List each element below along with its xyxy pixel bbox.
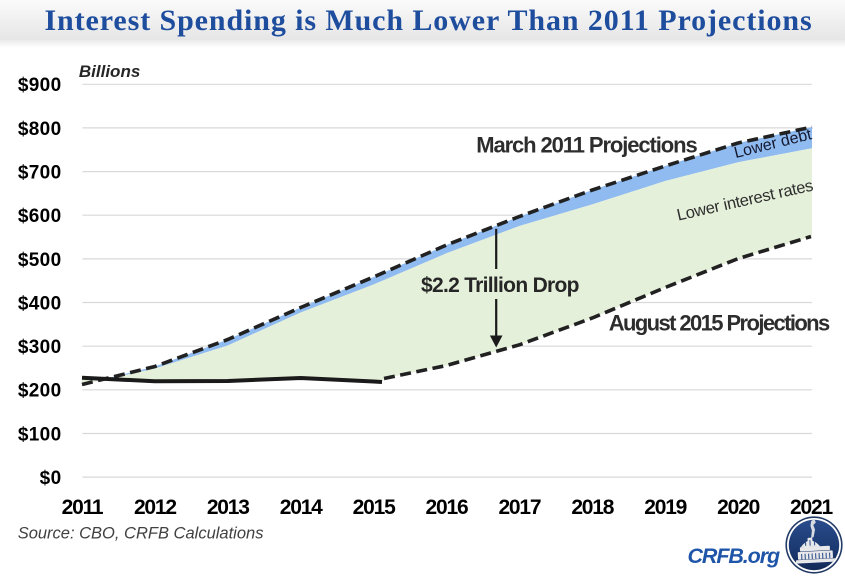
svg-text:$800: $800 [18, 119, 62, 140]
svg-text:$2.2 Trillion Drop: $2.2 Trillion Drop [421, 274, 579, 297]
svg-text:2015: 2015 [353, 496, 396, 519]
svg-text:2014: 2014 [280, 496, 323, 519]
svg-text:$400: $400 [18, 293, 62, 314]
svg-text:$100: $100 [18, 424, 62, 445]
svg-text:August 2015 Projections: August 2015 Projections [609, 311, 830, 336]
svg-text:Source: CBO, CRFB Calculations: Source: CBO, CRFB Calculations [18, 524, 264, 542]
svg-text:2016: 2016 [426, 496, 468, 519]
svg-text:March 2011 Projections: March 2011 Projections [476, 132, 697, 157]
svg-text:$500: $500 [18, 250, 62, 271]
svg-text:2018: 2018 [571, 496, 614, 519]
svg-text:2011: 2011 [62, 496, 104, 519]
svg-text:2019: 2019 [644, 496, 686, 519]
svg-text:Billions: Billions [79, 62, 140, 81]
svg-text:2012: 2012 [134, 496, 176, 519]
svg-text:$200: $200 [18, 381, 62, 402]
svg-text:2017: 2017 [498, 496, 540, 519]
svg-text:$300: $300 [18, 337, 62, 358]
svg-text:2021: 2021 [790, 496, 833, 519]
svg-text:$600: $600 [18, 206, 62, 227]
svg-text:2020: 2020 [717, 496, 759, 519]
svg-text:2013: 2013 [207, 496, 249, 519]
svg-text:$0: $0 [40, 468, 62, 489]
svg-text:CRFB.org: CRFB.org [687, 544, 779, 568]
svg-text:$700: $700 [18, 163, 62, 184]
svg-text:$900: $900 [18, 75, 62, 96]
